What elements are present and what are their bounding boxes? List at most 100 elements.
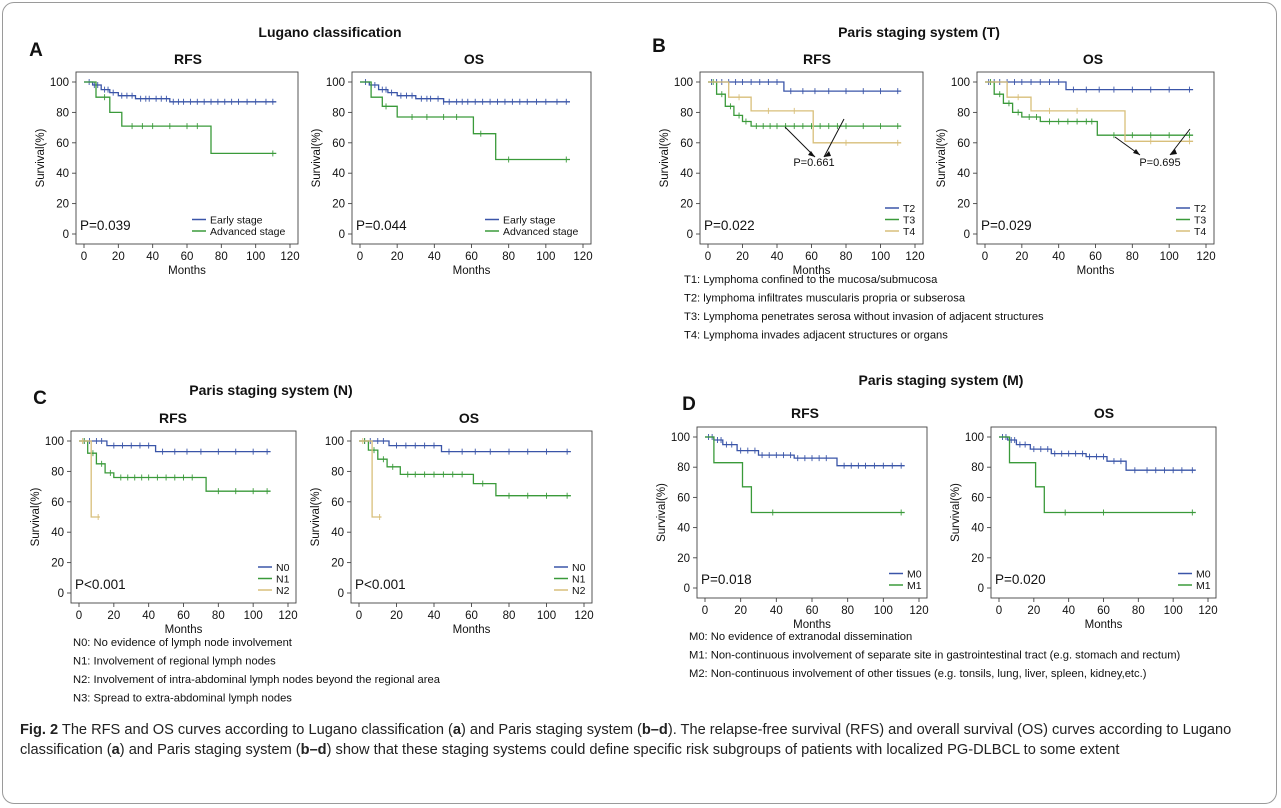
x-tick-label: 60 bbox=[181, 251, 194, 263]
x-axis-label: Months bbox=[165, 624, 203, 636]
legend-label: N1 bbox=[572, 574, 586, 586]
y-tick-label: 60 bbox=[331, 497, 344, 509]
legend-label: T2 bbox=[903, 203, 915, 215]
panel-letter: B bbox=[652, 36, 666, 57]
y-tick-label: 40 bbox=[331, 527, 344, 539]
x-tick-label: 40 bbox=[1052, 251, 1065, 263]
annotation-arrowhead bbox=[1170, 149, 1177, 155]
x-tick-label: 80 bbox=[212, 610, 225, 622]
legend-label: T4 bbox=[1194, 226, 1206, 238]
y-tick-label: 20 bbox=[51, 558, 64, 570]
y-axis-label: Survival(%) bbox=[659, 128, 671, 187]
km-chart-os: OS 0 20 40 60 80 100 0 20 40 60 80 100 120 Months Survi… bbox=[310, 410, 594, 636]
x-tick-label: 100 bbox=[1164, 605, 1183, 617]
x-tick-label: 0 bbox=[356, 610, 362, 622]
y-tick-label: 0 bbox=[964, 229, 970, 241]
x-tick-label: 20 bbox=[1015, 251, 1028, 263]
y-tick-label: 80 bbox=[957, 107, 970, 119]
x-tick-label: 60 bbox=[1089, 251, 1102, 263]
y-tick-label: 20 bbox=[56, 199, 69, 211]
y-axis-label: Survival(%) bbox=[656, 483, 668, 542]
y-tick-label: 40 bbox=[51, 527, 64, 539]
staging-note: M2: Non-continuous involvement of other … bbox=[689, 668, 1147, 680]
caption-text-2: ) and Paris staging system ( bbox=[461, 722, 642, 738]
staging-note: T1: Lymphoma confined to the mucosa/subm… bbox=[684, 274, 938, 286]
y-tick-label: 100 bbox=[325, 436, 344, 448]
panel-b: B Paris staging system (T) RFS 0 20 40 60 80 100… bbox=[652, 24, 1215, 342]
y-tick-label: 60 bbox=[56, 138, 69, 150]
legend-label: Advanced stage bbox=[503, 226, 578, 238]
x-tick-label: 20 bbox=[736, 251, 749, 263]
p-value-label: P=0.029 bbox=[981, 218, 1032, 233]
panel-title: Lugano classification bbox=[258, 24, 401, 40]
survival-curve-m0 bbox=[999, 436, 1196, 471]
survival-curve-advanced-stage bbox=[84, 81, 277, 155]
x-tick-label: 120 bbox=[1196, 251, 1215, 263]
x-tick-label: 20 bbox=[734, 605, 747, 617]
x-tick-label: 80 bbox=[502, 251, 515, 263]
y-tick-label: 60 bbox=[680, 138, 693, 150]
panel-letter: A bbox=[29, 40, 43, 61]
survival-curve-m1 bbox=[705, 436, 905, 514]
legend-label: M0 bbox=[1196, 569, 1211, 581]
x-axis-label: Months bbox=[793, 619, 831, 631]
annotation-arrow bbox=[1169, 128, 1191, 156]
annotation-arrow bbox=[823, 118, 845, 158]
legend-label: Early stage bbox=[210, 215, 263, 227]
panel-letter: C bbox=[33, 388, 47, 409]
annotation-arrow bbox=[784, 126, 816, 158]
legend-label: N1 bbox=[276, 574, 290, 586]
x-tick-label: 60 bbox=[1097, 605, 1110, 617]
x-tick-label: 100 bbox=[536, 251, 555, 263]
x-tick-label: 80 bbox=[1132, 605, 1145, 617]
y-tick-label: 20 bbox=[971, 553, 984, 565]
staging-note: M0: No evidence of extranodal disseminat… bbox=[689, 631, 912, 643]
x-tick-label: 100 bbox=[1160, 251, 1179, 263]
survival-curve-t2 bbox=[985, 81, 1194, 91]
chart-subtitle: RFS bbox=[174, 51, 202, 67]
km-chart-os: OS 0 20 40 60 80 100 0 20 40 60 80 100 120 Months Survi… bbox=[950, 405, 1218, 631]
legend-label: N2 bbox=[572, 585, 586, 597]
x-tick-label: 100 bbox=[244, 610, 263, 622]
staging-note: N0: No evidence of lymph node involvemen… bbox=[73, 637, 293, 649]
y-tick-label: 0 bbox=[687, 229, 693, 241]
x-tick-label: 120 bbox=[278, 610, 297, 622]
figure-canvas: A Lugano classification RFS 0 20 40 60 80 100 0 20… bbox=[29, 24, 1218, 705]
y-tick-label: 40 bbox=[56, 168, 69, 180]
legend-label: T4 bbox=[903, 226, 915, 238]
survival-curve-n1 bbox=[359, 440, 571, 497]
x-tick-label: 60 bbox=[465, 251, 478, 263]
x-axis-label: Months bbox=[793, 265, 831, 277]
panel-title: Paris staging system (M) bbox=[859, 372, 1024, 388]
x-tick-label: 20 bbox=[391, 251, 404, 263]
legend-label: N0 bbox=[276, 562, 290, 574]
survival-curve-t3 bbox=[708, 81, 902, 127]
x-axis-label: Months bbox=[1085, 619, 1123, 631]
x-tick-label: 120 bbox=[280, 251, 299, 263]
caption-text-4: ) and Paris staging system ( bbox=[119, 742, 301, 758]
y-axis-label: Survival(%) bbox=[950, 483, 962, 542]
chart-subtitle: RFS bbox=[803, 51, 831, 67]
x-tick-label: 0 bbox=[702, 605, 708, 617]
caption-ref-bd: b–d bbox=[641, 722, 668, 738]
y-tick-label: 80 bbox=[677, 462, 690, 474]
chart-subtitle: OS bbox=[1094, 405, 1114, 421]
x-tick-label: 120 bbox=[573, 251, 592, 263]
y-tick-label: 100 bbox=[965, 432, 984, 444]
survival-curve-t3 bbox=[985, 81, 1194, 136]
x-tick-label: 40 bbox=[146, 251, 159, 263]
x-tick-label: 40 bbox=[428, 251, 441, 263]
panel-letter: D bbox=[682, 394, 696, 415]
x-tick-label: 80 bbox=[1126, 251, 1139, 263]
survival-curve-n2 bbox=[359, 440, 382, 518]
x-tick-label: 0 bbox=[81, 251, 87, 263]
y-tick-label: 80 bbox=[680, 107, 693, 119]
x-tick-label: 80 bbox=[215, 251, 228, 263]
km-chart-rfs: RFS 0 20 40 60 80 100 0 20 40 60 80 100 120 Months Surv… bbox=[659, 51, 925, 277]
km-chart-rfs: RFS 0 20 40 60 80 100 0 20 40 60 80 100 120 Months Surv… bbox=[30, 410, 298, 636]
chart-subtitle: OS bbox=[464, 51, 484, 67]
x-tick-label: 100 bbox=[246, 251, 265, 263]
chart-subtitle: OS bbox=[459, 410, 479, 426]
caption-ref-a-2: a bbox=[111, 742, 120, 758]
caption-text-5: ) show that these staging systems could … bbox=[326, 742, 1120, 758]
